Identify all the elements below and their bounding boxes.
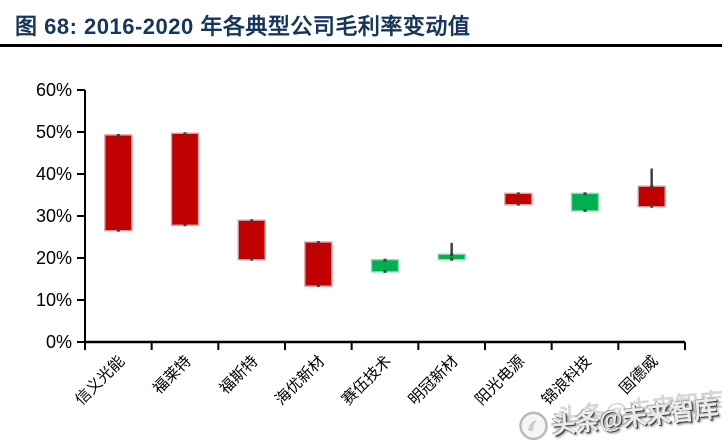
y-tick-label: 0%: [46, 332, 72, 352]
candle-down-3: [304, 241, 333, 288]
x-category-label: 明冠新材: [405, 352, 462, 409]
candle-down-0: [104, 133, 133, 232]
candle-down-6: [504, 192, 533, 206]
title-divider-rule: [0, 44, 722, 47]
candle-box: [570, 192, 600, 212]
candle-box: [237, 219, 266, 261]
candle-down-8: [637, 168, 666, 208]
x-category-label: 固德威: [616, 352, 662, 398]
candle-up-4: [370, 258, 400, 273]
candle-box: [637, 185, 666, 208]
y-tick-label: 20%: [36, 248, 72, 268]
x-category-label: 信义光能: [72, 352, 129, 409]
candle-down-1: [170, 132, 200, 227]
y-tick-label: 30%: [36, 206, 72, 226]
y-tick-label: 10%: [36, 290, 72, 310]
candle-up-5: [437, 242, 466, 261]
candle-box: [104, 134, 133, 232]
x-category-label: 福斯特: [216, 352, 262, 398]
x-category-label: 海优新材: [272, 352, 329, 409]
candle-box: [170, 132, 200, 226]
y-tick-label: 40%: [36, 164, 72, 184]
y-tick-label: 60%: [36, 80, 72, 100]
candle-down-2: [237, 219, 266, 261]
x-category-label: 锦浪科技: [538, 352, 595, 409]
candle-up-7: [570, 192, 600, 212]
x-category-label: 赛伍技术: [338, 351, 395, 408]
x-category-label: 阳光电源: [472, 352, 529, 409]
y-tick-label: 50%: [36, 122, 72, 142]
figure-title: 图 68: 2016-2020 年各典型公司毛利率变动值: [15, 14, 471, 39]
candle-box: [304, 241, 333, 287]
x-category-label: 福莱特: [149, 352, 195, 398]
